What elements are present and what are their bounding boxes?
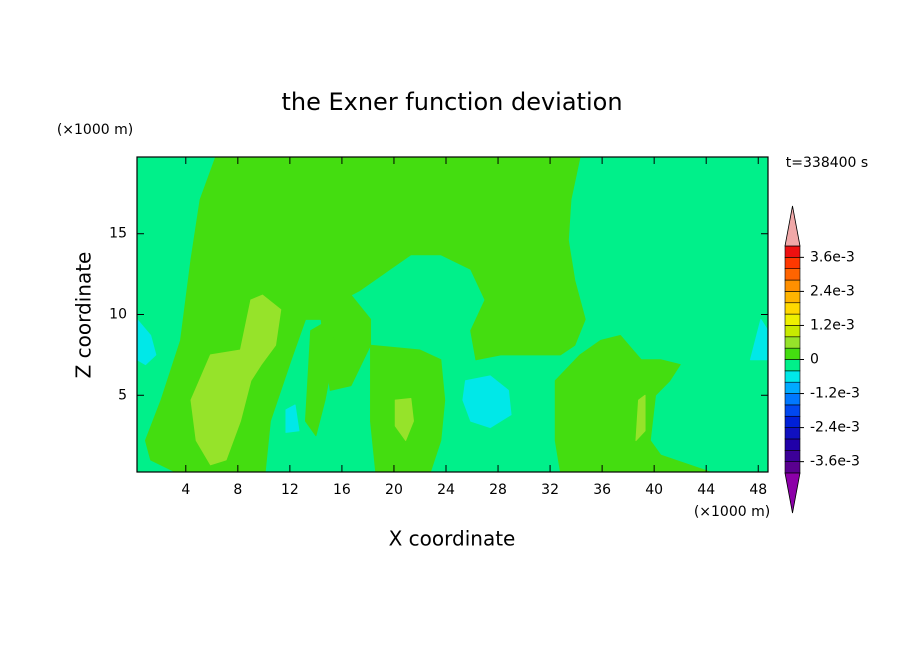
colorbar-segment <box>784 461 801 474</box>
contour-region <box>394 398 414 441</box>
x-tick-label: 44 <box>697 482 715 498</box>
contour-region <box>554 335 711 472</box>
contour-region <box>190 294 282 466</box>
colorbar-tick-label: -1.2e-3 <box>810 386 860 402</box>
colorbar-segment <box>784 245 801 258</box>
contour-field <box>137 157 768 472</box>
x-tick-label: 36 <box>593 482 611 498</box>
colorbar-segment <box>784 268 801 281</box>
colorbar-segment <box>784 359 801 372</box>
colorbar-segment <box>784 393 801 406</box>
x-tick-label: 20 <box>385 482 403 498</box>
colorbar-segment <box>784 257 801 270</box>
x-axis-label: X coordinate <box>389 527 516 551</box>
y-tick-label: 15 <box>109 226 127 242</box>
y-axis-label: Z coordinate <box>72 252 96 379</box>
y-unit: (×1000 m) <box>57 122 133 138</box>
colorbar-segment <box>784 438 801 451</box>
y-tick-label: 10 <box>109 307 127 323</box>
x-tick-label: 32 <box>541 482 559 498</box>
contour-region <box>749 318 768 361</box>
colorbar-tick-label: -3.6e-3 <box>810 454 860 470</box>
colorbar-segment <box>784 427 801 440</box>
colorbar-tick-label: 0 <box>810 352 819 368</box>
colorbar-segment <box>784 404 801 417</box>
colorbar-tick-label: -2.4e-3 <box>810 420 860 436</box>
colorbar-tick-label: 1.2e-3 <box>810 317 855 333</box>
colorbar-segment <box>784 370 801 383</box>
colorbar-segment <box>784 336 801 349</box>
colorbar-segment <box>784 291 801 304</box>
contour-region <box>285 404 300 433</box>
colorbar-segment <box>784 381 801 394</box>
x-tick-label: 40 <box>645 482 663 498</box>
colorbar-segment <box>784 325 801 338</box>
contour-region <box>635 394 646 441</box>
x-unit: (×1000 m) <box>694 504 770 520</box>
x-tick-label: 4 <box>181 482 190 498</box>
x-tick-label: 48 <box>749 482 767 498</box>
y-tick-label: 5 <box>118 387 127 403</box>
time-label: t=338400 s <box>786 155 868 171</box>
x-tick-label: 24 <box>437 482 455 498</box>
colorbar-segment <box>784 313 801 326</box>
colorbar-extend-under <box>784 472 801 514</box>
colorbar-segment <box>784 279 801 292</box>
colorbar-segment <box>784 415 801 428</box>
colorbar-tick-label: 3.6e-3 <box>810 249 855 265</box>
contour-region <box>304 318 336 437</box>
x-tick-label: 12 <box>281 482 299 498</box>
contour-region <box>462 375 512 429</box>
chart-title: the Exner function deviation <box>281 88 622 116</box>
colorbar-tick-label: 2.4e-3 <box>810 283 855 299</box>
colorbar-segment <box>784 347 801 360</box>
x-tick-label: 16 <box>333 482 351 498</box>
x-tick-label: 28 <box>489 482 507 498</box>
contour-region <box>137 318 157 366</box>
x-tick-label: 8 <box>233 482 242 498</box>
colorbar-extend-over <box>784 205 801 247</box>
colorbar-segment <box>784 302 801 315</box>
contour-region <box>144 157 586 472</box>
colorbar-segment <box>784 449 801 462</box>
